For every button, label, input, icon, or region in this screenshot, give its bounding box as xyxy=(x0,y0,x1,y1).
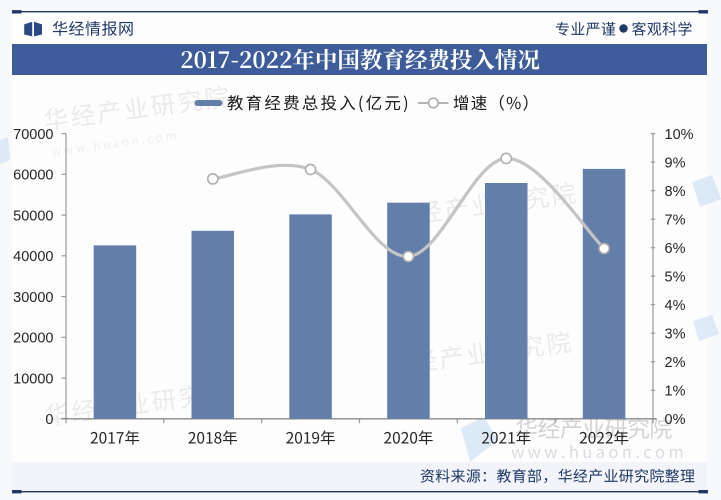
svg-text:3%: 3% xyxy=(665,326,686,342)
svg-text:8%: 8% xyxy=(665,184,686,200)
svg-text:0: 0 xyxy=(45,412,53,428)
svg-text:10000: 10000 xyxy=(13,371,53,387)
svg-text:60000: 60000 xyxy=(13,168,53,184)
svg-text:2%: 2% xyxy=(665,355,686,371)
svg-text:6%: 6% xyxy=(665,241,686,257)
svg-text:9%: 9% xyxy=(665,155,686,171)
svg-text:5%: 5% xyxy=(665,269,686,285)
svg-text:50000: 50000 xyxy=(13,208,53,224)
svg-text:40000: 40000 xyxy=(13,249,53,265)
svg-text:1%: 1% xyxy=(665,384,686,400)
svg-text:0%: 0% xyxy=(665,412,686,428)
svg-text:70000: 70000 xyxy=(13,127,53,143)
svg-text:20000: 20000 xyxy=(13,331,53,347)
svg-text:7%: 7% xyxy=(665,212,686,228)
svg-text:10%: 10% xyxy=(665,127,694,143)
svg-text:30000: 30000 xyxy=(13,290,53,306)
svg-text:4%: 4% xyxy=(665,298,686,314)
